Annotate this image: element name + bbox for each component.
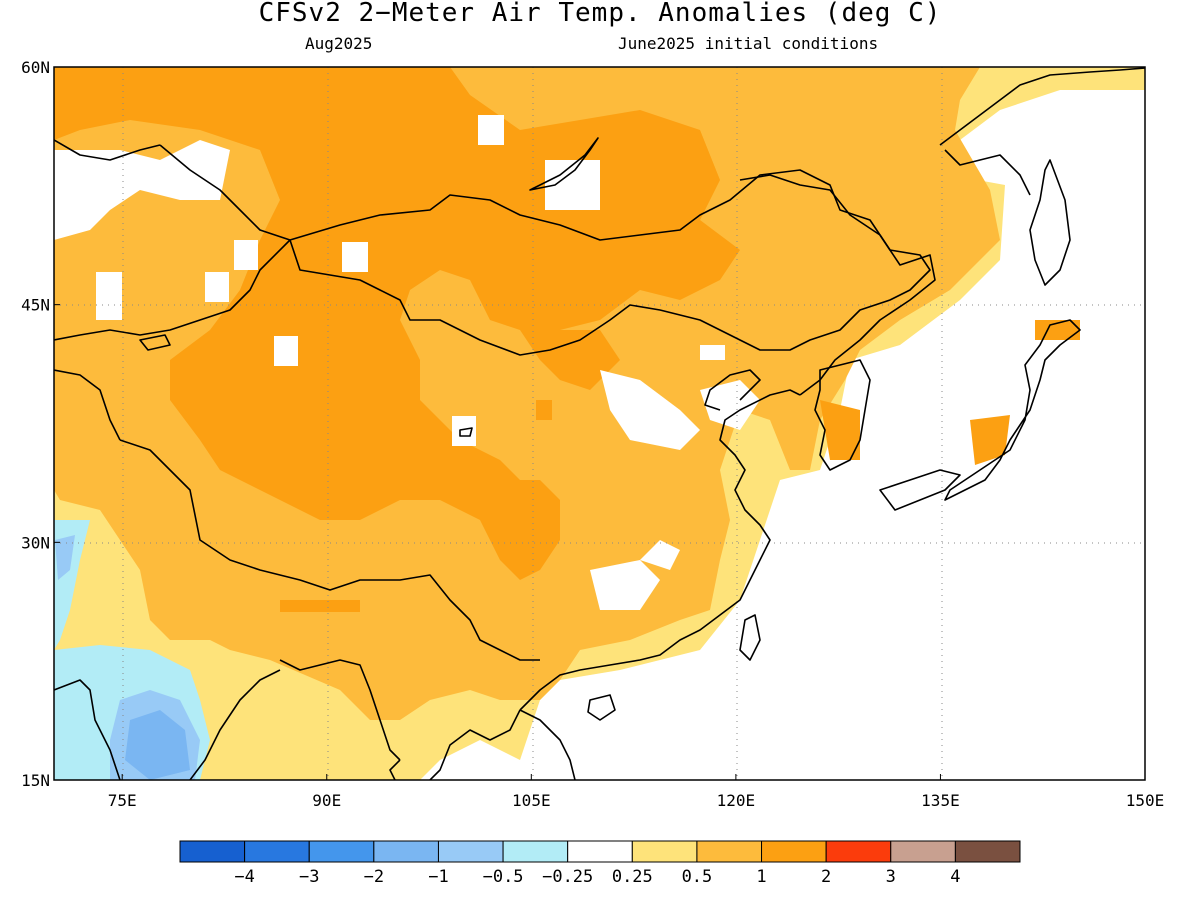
- colorbar-label: −2: [364, 867, 384, 887]
- colorbar-label: −3: [299, 867, 319, 887]
- colorbar-swatch: [890, 840, 956, 863]
- lon-tick-label: 150E: [1126, 791, 1165, 810]
- map-title: CFSv2 2−Meter Air Temp. Anomalies (deg C…: [258, 0, 942, 28]
- lat-tick-label: 15N: [21, 771, 50, 790]
- colorbar-label: −1: [428, 867, 448, 887]
- lon-tick-label: 120E: [717, 791, 756, 810]
- lat-axis: 15N 30N 45N 60N: [21, 58, 60, 790]
- colorbar-swatch: [954, 840, 1021, 863]
- colorbar-swatch: [308, 840, 375, 863]
- lat-tick-label: 60N: [21, 58, 50, 77]
- colorbar-swatch: [502, 840, 569, 863]
- init-conditions-label: June2025 initial conditions: [618, 34, 879, 53]
- lat-tick-label: 30N: [21, 533, 50, 552]
- colorbar: [179, 840, 1021, 863]
- colorbar-swatch: [244, 840, 310, 863]
- gridlines: [54, 67, 1145, 780]
- anomaly-fields: [54, 67, 1145, 780]
- colorbar-swatch: [825, 840, 892, 863]
- lon-tick-label: 105E: [512, 791, 551, 810]
- coastlines: [54, 67, 1145, 780]
- colorbar-swatch: [567, 840, 633, 863]
- lon-tick-label: 90E: [312, 791, 341, 810]
- colorbar-swatch: [373, 840, 439, 863]
- colorbar-label: 0.5: [682, 867, 713, 887]
- colorbar-label: 2: [821, 867, 831, 887]
- colorbar-label: −0.5: [483, 867, 524, 887]
- colorbar-swatch: [696, 840, 763, 863]
- colorbar-label: 3: [886, 867, 896, 887]
- lon-tick-label: 75E: [108, 791, 137, 810]
- lon-tick-label: 135E: [921, 791, 960, 810]
- lat-tick-label: 45N: [21, 296, 50, 315]
- colorbar-swatch: [761, 840, 827, 863]
- colorbar-label: −4: [234, 867, 254, 887]
- colorbar-labels: −4 −3 −2 −1 −0.5 −0.25 0.25 0.5 1 2 3 4: [234, 867, 960, 887]
- colorbar-swatch: [631, 840, 698, 863]
- lon-axis: 75E 90E 105E 120E 135E 150E: [108, 774, 1165, 810]
- colorbar-swatch: [179, 840, 246, 863]
- colorbar-label: 0.25: [612, 867, 653, 887]
- colorbar-label: 1: [756, 867, 766, 887]
- colorbar-swatch: [437, 840, 504, 863]
- valid-month-label: Aug2025: [305, 34, 373, 53]
- map-frame: [53, 66, 1146, 781]
- colorbar-label: −0.25: [542, 867, 593, 887]
- colorbar-label: 4: [950, 867, 960, 887]
